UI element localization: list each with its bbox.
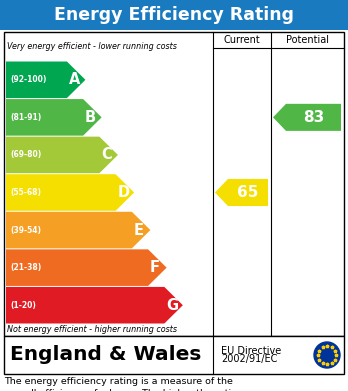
Text: Current: Current — [224, 35, 260, 45]
Polygon shape — [6, 61, 85, 98]
Polygon shape — [6, 174, 134, 211]
Text: 2002/91/EC: 2002/91/EC — [221, 354, 277, 364]
Text: Not energy efficient - higher running costs: Not energy efficient - higher running co… — [7, 325, 177, 334]
Polygon shape — [6, 136, 118, 173]
Text: 65: 65 — [237, 185, 259, 200]
Text: A: A — [69, 72, 80, 87]
Bar — [0, 0, 348, 30]
Text: 83: 83 — [303, 110, 324, 125]
Text: (55-68): (55-68) — [10, 188, 41, 197]
Bar — [4, 32, 344, 336]
Text: (81-91): (81-91) — [10, 113, 41, 122]
Text: B: B — [85, 110, 96, 125]
Polygon shape — [6, 287, 183, 323]
Text: The energy efficiency rating is a measure of the
overall efficiency of a home. T: The energy efficiency rating is a measur… — [4, 377, 243, 391]
Text: Very energy efficient - lower running costs: Very energy efficient - lower running co… — [7, 42, 177, 51]
Text: E: E — [134, 222, 144, 238]
Polygon shape — [6, 99, 102, 136]
Circle shape — [314, 342, 340, 368]
Polygon shape — [215, 179, 268, 206]
Text: (69-80): (69-80) — [10, 151, 41, 160]
Text: F: F — [150, 260, 160, 275]
Polygon shape — [6, 249, 167, 286]
Text: EU Directive: EU Directive — [221, 346, 281, 356]
Polygon shape — [273, 104, 341, 131]
Text: (21-38): (21-38) — [10, 263, 41, 272]
Text: Energy Efficiency Rating: Energy Efficiency Rating — [54, 6, 294, 24]
Text: C: C — [101, 147, 112, 162]
Polygon shape — [6, 212, 150, 248]
Text: (1-20): (1-20) — [10, 301, 36, 310]
Text: D: D — [118, 185, 129, 200]
Text: (39-54): (39-54) — [10, 226, 41, 235]
Text: (92-100): (92-100) — [10, 75, 46, 84]
Text: England & Wales: England & Wales — [10, 346, 201, 364]
Text: Potential: Potential — [286, 35, 329, 45]
Bar — [4, 336, 344, 374]
Text: G: G — [166, 298, 178, 313]
